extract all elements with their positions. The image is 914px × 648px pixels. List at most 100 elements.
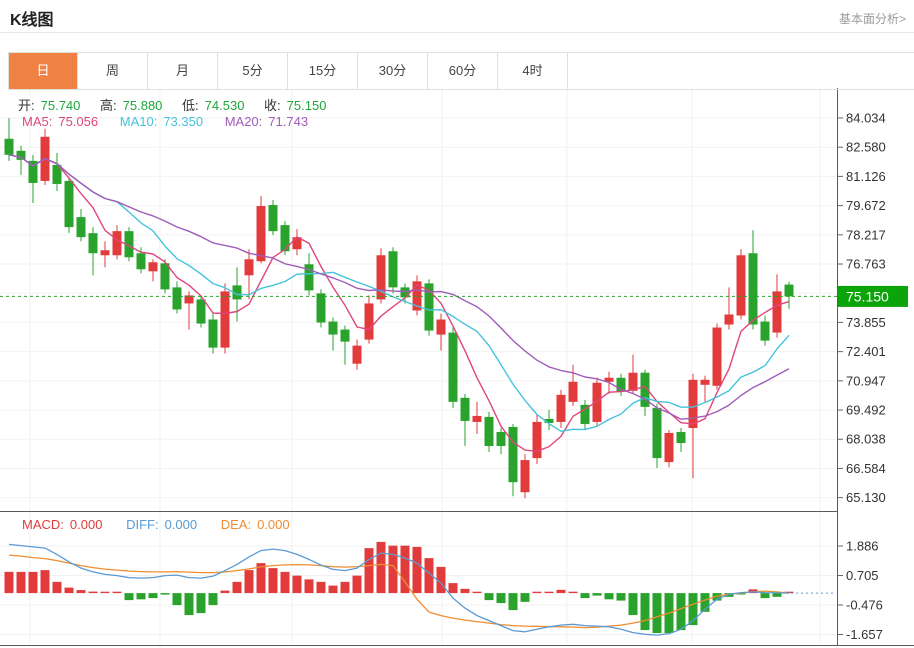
macd-bar — [736, 593, 746, 595]
ma20-label: MA20: — [224, 114, 263, 129]
macd-bar — [688, 593, 698, 626]
macd-bar — [496, 593, 506, 604]
fundamental-analysis-link[interactable]: 基本面分析> — [838, 12, 906, 26]
macd-bar — [460, 588, 470, 594]
price-axis-label: 81.126 — [846, 169, 886, 184]
macd-bar — [604, 593, 614, 600]
candle-body — [88, 233, 98, 254]
candle-body — [160, 263, 170, 290]
macd-bar — [628, 593, 638, 616]
candle-body — [676, 431, 686, 444]
macd-bar — [700, 593, 710, 612]
macd-bar — [580, 593, 590, 599]
macd-bar — [148, 593, 158, 599]
candle-body — [484, 416, 494, 447]
candle-body — [244, 259, 254, 276]
macd-axis-label: -0.476 — [846, 597, 883, 612]
macd-bar — [652, 593, 662, 634]
candle-body — [76, 217, 86, 238]
ohlc-info-bar: 开: 75.740 高: 75.880 低: 74.530 收: 75.150 — [18, 95, 342, 114]
macd-bar — [532, 591, 542, 594]
candle-body — [196, 299, 206, 324]
diff-label: DIFF: — [126, 517, 159, 532]
open-label: 开: — [18, 98, 35, 113]
macd-bar — [616, 593, 626, 601]
tab-day[interactable]: 日 — [8, 53, 78, 89]
tab-60min[interactable]: 60分 — [428, 53, 498, 89]
macd-bar — [304, 579, 314, 594]
price-axis-label: 68.038 — [846, 432, 886, 447]
macd-bar — [196, 593, 206, 614]
candle-body — [28, 160, 38, 183]
macd-bar — [760, 593, 770, 599]
macd-bar — [184, 593, 194, 616]
candle-body — [460, 397, 470, 421]
candle-body — [388, 251, 398, 288]
candle-body — [376, 255, 386, 300]
close-label: 收: — [264, 98, 281, 113]
candle-body — [280, 225, 290, 252]
candle-body — [544, 418, 554, 423]
macd-bar — [520, 593, 530, 602]
ma10-value: 73.350 — [163, 114, 204, 129]
macd-bar — [364, 548, 374, 594]
macd-bar — [376, 541, 386, 594]
macd-bar — [568, 591, 578, 594]
macd-bar — [160, 593, 170, 595]
macd-axis-label: -1.657 — [846, 627, 883, 642]
candle-body — [736, 255, 746, 316]
macd-bar — [268, 568, 278, 594]
macd-bar — [448, 583, 458, 594]
candle-body — [232, 285, 242, 300]
macd-bar — [328, 585, 338, 594]
ma5-value: 75.056 — [58, 114, 99, 129]
macd-bar — [16, 571, 26, 594]
price-axis-label: 72.401 — [846, 344, 886, 359]
dea-label: DEA: — [220, 517, 252, 532]
macd-bar — [772, 593, 782, 597]
high-label: 高: — [100, 98, 117, 113]
price-axis-label: 78.217 — [846, 227, 886, 242]
diff-value: 0.000 — [164, 517, 198, 532]
candle-body — [268, 205, 278, 232]
candle-body — [172, 287, 182, 310]
tab-4hour[interactable]: 4时 — [498, 53, 568, 89]
candle-body — [52, 164, 62, 184]
price-axis-label: 76.763 — [846, 257, 886, 272]
macd-bar — [388, 545, 398, 594]
macd-bar — [4, 571, 14, 594]
candle-body — [352, 345, 362, 364]
tab-month[interactable]: 月 — [148, 53, 218, 89]
tab-week[interactable]: 周 — [78, 53, 148, 89]
ma-info-bar: MA5: 75.056 MA10: 73.350 MA20: 71.743 — [22, 114, 314, 129]
macd-bar — [508, 593, 518, 611]
ma20-value: 71.743 — [268, 114, 309, 129]
candle-body — [628, 372, 638, 391]
candle-body — [472, 415, 482, 422]
price-axis-label: 73.855 — [846, 315, 886, 330]
candle-body — [748, 253, 758, 325]
macd-bar — [424, 558, 434, 594]
macd-bar — [52, 581, 62, 594]
macd-bar — [316, 581, 326, 594]
candle-body — [64, 180, 74, 228]
macd-bar — [640, 593, 650, 631]
tab-5min[interactable]: 5分 — [218, 53, 288, 89]
candle-body — [652, 407, 662, 459]
candle-body — [208, 319, 218, 348]
macd-bar — [220, 590, 230, 594]
candle-body — [784, 284, 794, 297]
price-axis-label: 82.580 — [846, 140, 886, 155]
tab-15min[interactable]: 15分 — [288, 53, 358, 89]
macd-bar — [112, 591, 122, 594]
candle-body — [436, 319, 446, 335]
macd-bar — [136, 593, 146, 600]
tab-30min[interactable]: 30分 — [358, 53, 428, 89]
ma10-label: MA10: — [119, 114, 158, 129]
price-axis-label: 66.584 — [846, 461, 886, 476]
candle-body — [424, 283, 434, 331]
ma20-line — [8, 154, 790, 420]
candle-body — [136, 253, 146, 270]
high-value: 75.880 — [122, 98, 163, 113]
